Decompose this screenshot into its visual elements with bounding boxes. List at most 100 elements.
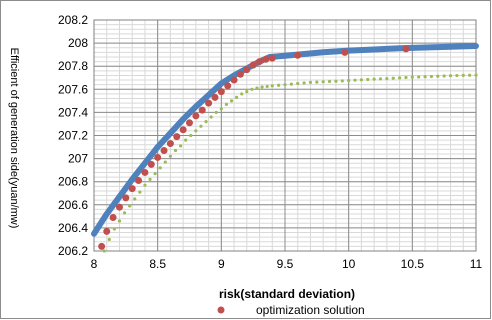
plot-area-border — [93, 19, 477, 252]
data-point-2 — [219, 107, 223, 111]
data-point-1 — [115, 203, 123, 211]
y-tick-labels: 206.2 206.4 206.6 206.8 207 207.2 207.4 207.6 20… — [58, 13, 88, 258]
y-tick-label: 206.6 — [58, 198, 88, 212]
y-tick-label: 207.8 — [58, 59, 88, 73]
y-tick-label: 206.2 — [58, 244, 88, 258]
x-tick-label: 9.5 — [277, 257, 294, 271]
x-tick-label: 8 — [91, 257, 98, 271]
data-point-1 — [160, 147, 168, 155]
data-point-2 — [468, 73, 472, 77]
data-point-1 — [217, 88, 225, 96]
data-point-2 — [296, 81, 300, 86]
data-point-2 — [283, 83, 287, 87]
data-point-2 — [334, 79, 338, 83]
data-point-2 — [417, 75, 421, 79]
data-point-2 — [327, 79, 332, 84]
data-point-1 — [109, 214, 117, 222]
data-point-2 — [366, 77, 370, 82]
data-point-2 — [455, 73, 459, 78]
data-point-1 — [268, 54, 276, 62]
data-point-2 — [224, 102, 229, 106]
data-point-1 — [224, 82, 232, 90]
data-point-2 — [148, 177, 152, 181]
legend: optimization solution — [217, 303, 365, 317]
data-point-2 — [359, 78, 363, 82]
series-layer — [91, 43, 479, 253]
data-point-2 — [168, 154, 172, 158]
data-point-1 — [236, 70, 244, 78]
data-point-2 — [461, 73, 465, 77]
data-point-2 — [184, 138, 188, 142]
data-point-1 — [230, 76, 238, 84]
data-point-2 — [378, 77, 383, 81]
data-point-1 — [147, 160, 155, 168]
y-tick-label: 206.8 — [58, 175, 88, 189]
data-point-2 — [138, 190, 142, 194]
data-point-2 — [398, 76, 402, 80]
y-tick-label: 208.2 — [58, 13, 88, 27]
legend-label-optimization-solution: optimization solution — [256, 303, 365, 317]
data-point-2 — [245, 90, 249, 94]
data-point-1 — [122, 194, 130, 202]
data-point-2 — [289, 82, 293, 86]
data-point-2 — [385, 76, 389, 81]
legend-marker-optimization-solution — [217, 306, 225, 314]
data-point-2 — [255, 86, 259, 90]
data-point-2 — [315, 80, 319, 84]
data-point-2 — [128, 204, 132, 208]
data-point-1 — [249, 61, 257, 69]
y-tick-label: 206.4 — [58, 221, 88, 235]
data-point-2 — [302, 81, 306, 85]
data-point-1 — [211, 93, 219, 101]
data-point-1 — [166, 140, 174, 148]
data-point-1 — [198, 106, 206, 114]
data-point-2 — [199, 124, 203, 128]
data-point-2 — [277, 83, 281, 87]
data-point-2 — [189, 133, 193, 138]
data-point-1 — [98, 242, 106, 250]
data-point-2 — [143, 183, 147, 187]
data-point-1 — [205, 99, 213, 107]
data-point-2 — [448, 74, 453, 78]
data-point-2 — [158, 166, 162, 170]
x-tick-label: 10.5 — [401, 257, 425, 271]
data-point-2 — [102, 249, 106, 253]
data-point-2 — [178, 144, 183, 148]
data-point-2 — [235, 95, 239, 99]
data-point-2 — [429, 74, 434, 79]
data-point-2 — [250, 87, 254, 91]
data-point-2 — [260, 85, 264, 89]
y-axis-label: Efficient of generation side(yuan/mw) — [8, 48, 20, 229]
data-point-1 — [243, 66, 251, 74]
data-point-2 — [240, 92, 244, 96]
data-point-2 — [173, 148, 178, 153]
data-point-1 — [179, 126, 187, 134]
data-point-1 — [128, 185, 136, 193]
data-point-2 — [423, 75, 427, 79]
data-point-2 — [410, 75, 414, 79]
x-tick-label: 11 — [470, 257, 483, 271]
data-point-1 — [141, 168, 149, 176]
data-point-2 — [340, 79, 344, 83]
data-point-2 — [117, 219, 122, 223]
data-point-2 — [194, 129, 198, 133]
y-tick-label: 207.4 — [58, 105, 88, 119]
data-point-2 — [436, 74, 440, 78]
y-tick-label: 207 — [68, 152, 88, 166]
data-point-2 — [442, 74, 446, 78]
data-point-1 — [262, 55, 270, 63]
data-point-2 — [270, 84, 274, 88]
data-point-2 — [353, 78, 357, 82]
data-point-1 — [192, 112, 200, 120]
data-point-1 — [103, 227, 111, 235]
data-point-2 — [347, 78, 351, 83]
data-point-2 — [308, 80, 313, 84]
data-point-2 — [163, 160, 167, 164]
x-axis-label: risk(standard deviation) — [219, 287, 355, 301]
data-point-1 — [186, 119, 193, 127]
x-tick-label: 9 — [218, 257, 225, 271]
data-point-2 — [204, 120, 208, 124]
data-point-2 — [133, 197, 137, 201]
x-tick-label: 10 — [342, 257, 356, 271]
